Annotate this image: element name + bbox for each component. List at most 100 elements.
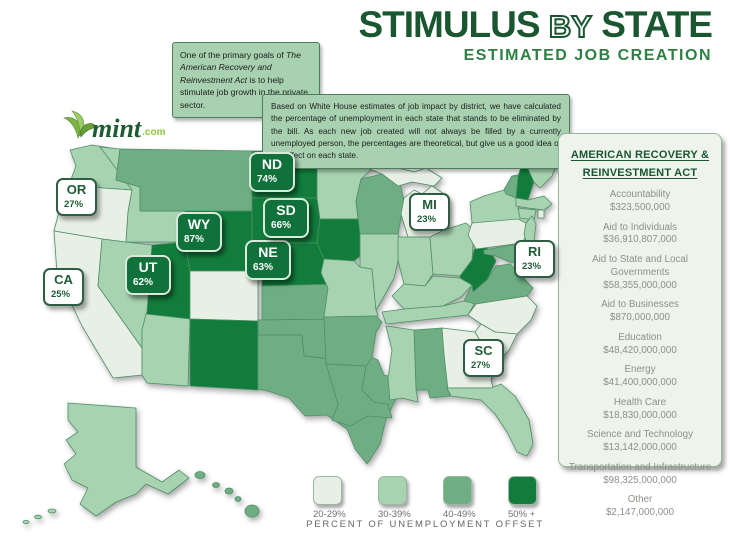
callout-percent: 74% [257, 174, 278, 186]
callout-percent: 87% [184, 234, 205, 246]
hawaii-island [212, 482, 220, 488]
state-AL [413, 327, 451, 399]
state-callout: CA 25% [43, 268, 84, 307]
note1-text-end: is to help stimulate job growth in the p… [180, 74, 309, 110]
callout-percent: 23% [522, 261, 542, 273]
spending-amount: $2,147,000,000 [605, 506, 675, 518]
mint-tld: .com [142, 127, 166, 138]
callout-state-abbr: ND [261, 156, 283, 172]
callout-state-abbr: CA [54, 272, 73, 287]
state-MA [515, 195, 553, 211]
legend-range-label: 50% + [508, 509, 536, 520]
callout-percent: 27% [471, 360, 491, 372]
state-callout: OR 27% [56, 178, 97, 217]
legend-color-swatch [508, 476, 537, 505]
state-AZ [141, 313, 191, 387]
state-callout: WY 87% [176, 212, 222, 253]
spending-category: Transportation and Infrastructure [568, 461, 712, 473]
callout-percent: 66% [271, 220, 292, 232]
spending-category: Aid to Individuals [602, 221, 678, 233]
title-rest: STATE [601, 4, 713, 45]
legend-item: 40-49% [443, 476, 508, 520]
spending-category: Health Care [613, 396, 667, 408]
hawaii-island [244, 504, 260, 518]
arra-heading-line2: REINVESTMENT ACT [582, 167, 698, 180]
arra-heading-line1: AMERICAN RECOVERY & [570, 149, 710, 161]
state-callout: MI 23% [409, 193, 450, 232]
state-NM [189, 318, 259, 391]
spending-item: Aid to Businesses $870,000,000 [559, 299, 721, 324]
legend: 20-29% 30-39% 40-49% 50% + [313, 476, 573, 520]
hawaii-island [194, 471, 206, 479]
state-callout: RI 23% [514, 240, 555, 279]
aleutian-island [34, 514, 42, 520]
state-LA [325, 363, 393, 427]
title-main: STIMULUS [358, 4, 540, 45]
state-MO [320, 258, 379, 318]
spending-amount: $36,910,807,000 [603, 234, 677, 246]
legend-range-label: 20-29% [313, 509, 346, 520]
header: STIMULUS BY STATE ESTIMATED JOB CREATION [358, 4, 713, 64]
note1-act-name: The American Recovery and Reinvestment A… [180, 50, 301, 85]
aleutian-island [47, 508, 57, 514]
spending-category: Accountability [609, 189, 671, 201]
spending-amount: $870,000,000 [610, 312, 670, 324]
spending-item: Other $2,147,000,000 [559, 494, 721, 519]
spending-category: Science and Technology [586, 429, 694, 441]
mint-leaf-icon [62, 110, 98, 140]
state-MS [385, 325, 419, 403]
spending-item: Accountability $323,500,000 [559, 189, 721, 214]
callout-percent: 25% [51, 289, 71, 301]
legend-caption: PERCENT OF UNEMPLOYMENT OFFSET [306, 519, 544, 530]
note-primary-goals: One of the primary goals of The American… [172, 42, 320, 119]
state-AK [63, 402, 190, 517]
spending-item: Transportation and Infrastructure $98,32… [559, 462, 721, 487]
state-callout: SC 27% [463, 339, 504, 378]
hawaii-island [234, 496, 242, 502]
spending-item: Aid to State and Local Governments $58,3… [559, 254, 721, 292]
spending-amount: $58,355,000,000 [603, 279, 677, 291]
legend-item: 30-39% [378, 476, 443, 520]
callout-state-abbr: SD [276, 202, 296, 218]
title-by: BY [548, 9, 593, 44]
spending-category: Other [627, 494, 653, 506]
note1-text: One of the primary goals of [180, 50, 287, 60]
spending-item: Education $48,420,000,000 [559, 332, 721, 357]
legend-color-swatch [443, 476, 472, 505]
callout-state-abbr: WY [187, 216, 211, 232]
alaska-hawaii-map [22, 402, 260, 524]
spending-category: Education [618, 331, 662, 343]
note-methodology: Based on White House estimates of job im… [262, 94, 570, 170]
spending-item: Science and Technology $13,142,000,000 [559, 429, 721, 454]
spending-item: Energy $41,400,000,000 [559, 364, 721, 389]
spending-category: Aid to State and Local Governments [592, 254, 688, 278]
aleutian-island [22, 519, 30, 524]
state-callout: UT 62% [125, 255, 171, 296]
spending-item: Health Care $18,830,000,000 [559, 397, 721, 422]
legend-item: 20-29% [313, 476, 378, 520]
spending-category: Aid to Businesses [601, 299, 679, 311]
mint-logo: mint .com [62, 110, 166, 143]
state-callout: NE 63% [245, 240, 291, 281]
spending-amount: $18,830,000,000 [603, 409, 677, 421]
callout-state-abbr: NE [258, 244, 278, 260]
state-RI [537, 209, 545, 219]
spending-amount: $48,420,000,000 [603, 344, 677, 356]
callout-state-abbr: UT [138, 259, 158, 275]
legend-item: 50% + [508, 476, 573, 520]
callout-percent: 62% [133, 277, 154, 289]
spending-amount: $13,142,000,000 [603, 442, 677, 454]
spending-amount: $323,500,000 [610, 202, 670, 214]
mint-wordmark: mint [92, 113, 142, 143]
spending-amount: $41,400,000,000 [603, 377, 677, 389]
hawaii-island [224, 487, 234, 495]
legend-range-label: 30-39% [378, 509, 411, 520]
spending-amount: $98,325,000,000 [603, 474, 677, 486]
page-subtitle: ESTIMATED JOB CREATION [463, 47, 712, 64]
callout-percent: 23% [417, 214, 437, 226]
callout-state-abbr: MI [422, 197, 437, 212]
state-callout: ND 74% [249, 152, 295, 193]
callout-percent: 27% [64, 199, 84, 211]
arra-heading: AMERICAN RECOVERY & REINVESTMENT ACT [559, 146, 721, 182]
